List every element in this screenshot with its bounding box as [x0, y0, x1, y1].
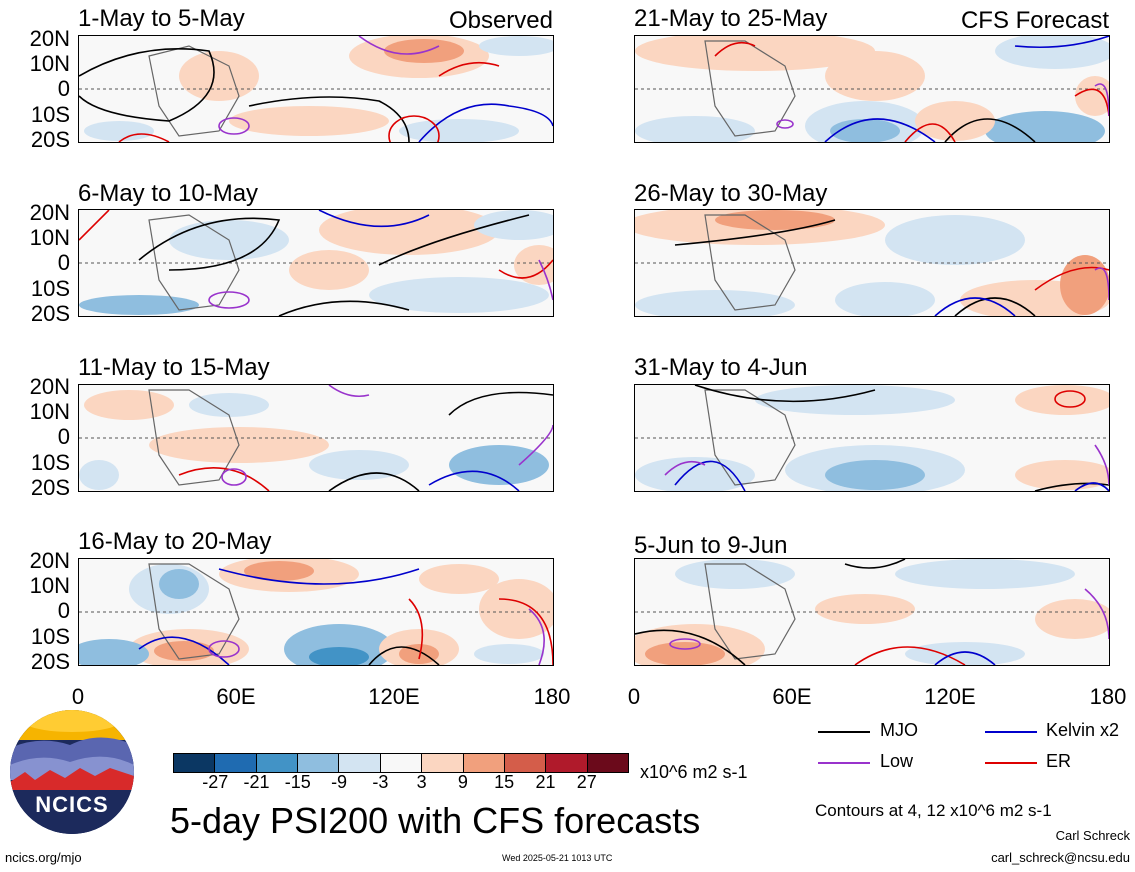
lon-label: 120E: [368, 684, 420, 709]
contours-note: Contours at 4, 12 x10^6 m2 s-1: [815, 801, 1052, 820]
colorbar-swatches: [173, 753, 629, 773]
colorbar-swatch: [339, 754, 381, 772]
colorbar-tick-label: -27: [202, 772, 229, 792]
colorbar-tick-label: -21: [243, 772, 270, 792]
legend-label: ER: [1046, 751, 1072, 771]
lon-label: 0: [627, 684, 641, 709]
panel-title: 21-May to 25-May: [634, 5, 828, 32]
lat-label: 10N: [29, 399, 70, 424]
map-field: [79, 385, 553, 491]
logo-mountains-icon: [10, 710, 134, 834]
lat-label: 20S: [30, 649, 70, 674]
map-panel: [634, 558, 1110, 666]
map-field: [79, 36, 553, 142]
colorbar-tick-label: 27: [576, 772, 597, 792]
map-panel: [78, 384, 554, 492]
figure-title: 5-day PSI200 with CFS forecasts: [170, 800, 701, 841]
colorbar-swatch: [298, 754, 340, 772]
map-panel: [78, 558, 554, 666]
colorbar-swatch: [546, 754, 588, 772]
legend-line-mjo: [818, 731, 870, 733]
map-panel: [78, 209, 554, 317]
lat-label: 20N: [29, 374, 70, 399]
colorbar-tick-label: 3: [416, 772, 427, 792]
lon-label: 180: [533, 684, 571, 709]
map-field: [635, 385, 1109, 491]
panel-corner-label: Observed: [448, 7, 553, 34]
footer-timestamp: Wed 2025-05-21 1013 UTC: [502, 853, 613, 863]
footer-author: Carl Schreck: [1055, 828, 1130, 843]
ncics-logo: NCICS: [10, 710, 134, 834]
lat-label: 0: [57, 424, 70, 449]
map-field: [635, 559, 1109, 665]
panel-corner-label: CFS Forecast: [960, 7, 1109, 34]
lat-label: 10N: [29, 51, 70, 76]
map-field: [79, 559, 553, 665]
lat-label: 10S: [30, 276, 70, 301]
lat-label: 20N: [29, 200, 70, 225]
lat-label: 10N: [29, 225, 70, 250]
panel-title: 11-May to 15-May: [78, 354, 270, 381]
map-field: [79, 210, 553, 316]
lat-label: 0: [57, 598, 70, 623]
colorbar-swatch: [215, 754, 257, 772]
colorbar-swatch: [422, 754, 464, 772]
lat-label: 10N: [29, 573, 70, 598]
lon-label: 60E: [216, 684, 256, 709]
legend-line-kelvin: [985, 731, 1037, 733]
panel-title: 26-May to 30-May: [634, 180, 828, 207]
colorbar-swatch: [587, 754, 628, 772]
map-field: [635, 36, 1109, 142]
lon-label: 0: [71, 684, 85, 709]
map-panel: [634, 384, 1110, 492]
panel-title: 6-May to 10-May: [78, 180, 259, 207]
lat-label: 20N: [29, 26, 70, 51]
legend-label: MJO: [880, 720, 918, 740]
colorbar-swatch: [256, 754, 299, 772]
panel-title: 31-May to 4-Jun: [634, 354, 808, 381]
colorbar-swatch: [463, 754, 505, 772]
lat-label: 10S: [30, 624, 70, 649]
colorbar-tick-label: -15: [284, 772, 311, 792]
panel-title: 5-Jun to 9-Jun: [634, 532, 788, 559]
map-panel: [634, 35, 1110, 143]
colorbar-tick-label: 15: [494, 772, 515, 792]
lat-label: 20S: [30, 301, 70, 326]
logo-text: NCICS: [35, 792, 109, 817]
colorbar-tick-label: -9: [331, 772, 348, 792]
colorbar-swatch: [380, 754, 423, 772]
legend-label: Low: [880, 751, 914, 771]
legend-line-low: [818, 762, 870, 764]
colorbar-tick-label: -3: [372, 772, 389, 792]
footer-url[interactable]: ncics.org/mjo: [5, 850, 82, 865]
lat-label: 10S: [30, 450, 70, 475]
lon-label: 60E: [772, 684, 812, 709]
panel-title: 1-May to 5-May: [78, 5, 245, 32]
lat-label: 0: [57, 250, 70, 275]
map-panel: [634, 209, 1110, 317]
legend-label: Kelvin x2: [1046, 720, 1120, 740]
colorbar-tick-label: 21: [535, 772, 556, 792]
lat-label: 0: [57, 76, 70, 101]
panel-title: 16-May to 20-May: [78, 528, 272, 555]
map-field: [635, 210, 1109, 316]
footer-email[interactable]: carl_schreck@ncsu.edu: [991, 850, 1130, 865]
lat-label: 20S: [30, 127, 70, 152]
map-panel: [78, 35, 554, 143]
lon-label: 120E: [924, 684, 976, 709]
legend-line-er: [985, 762, 1037, 764]
lat-label: 20S: [30, 475, 70, 500]
colorbar-swatch: [504, 754, 547, 772]
colorbar-swatch: [174, 754, 216, 772]
colorbar-units: x10^6 m2 s-1: [640, 762, 748, 782]
lon-label: 180: [1089, 684, 1127, 709]
colorbar-tick-label: 9: [457, 772, 468, 792]
lat-label: 20N: [29, 548, 70, 573]
lat-label: 10S: [30, 102, 70, 127]
